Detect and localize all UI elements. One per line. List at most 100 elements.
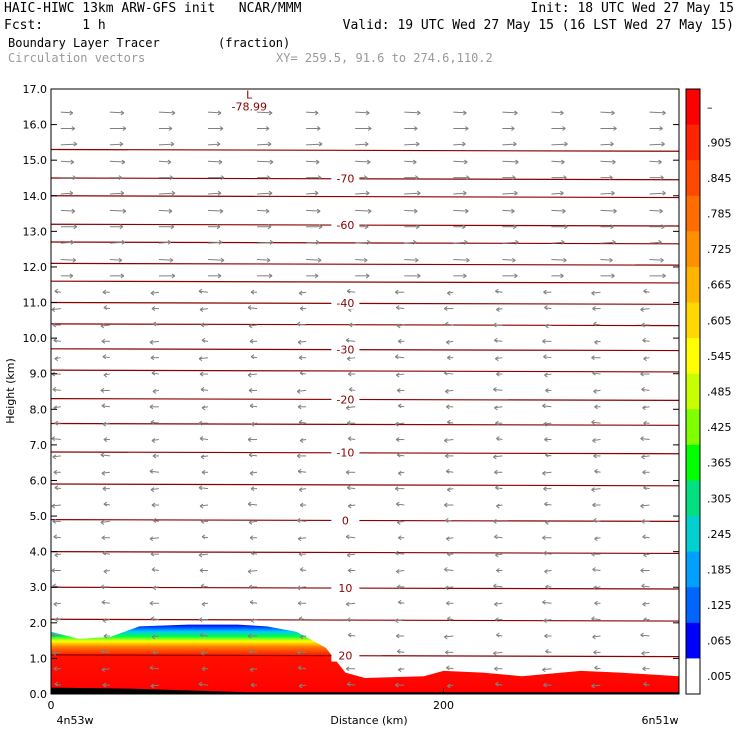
vector-head <box>545 519 549 523</box>
vector-head <box>52 583 57 587</box>
vector-head <box>298 357 303 361</box>
vector-head <box>53 337 58 341</box>
vector-head <box>171 110 176 114</box>
vector-head <box>151 306 156 309</box>
isotherm-label: 0 <box>342 514 349 527</box>
isotherm-line <box>51 518 679 523</box>
vector-shaft <box>51 438 61 441</box>
vector-head <box>594 470 598 474</box>
vector-shaft <box>347 290 356 293</box>
colorbar-tick-label: .905 <box>707 136 732 149</box>
vector-shaft <box>298 537 307 540</box>
vector-head <box>466 259 470 263</box>
vector-head <box>199 570 204 573</box>
vector-arrow <box>355 141 369 147</box>
vector-head <box>594 536 598 540</box>
vector-head <box>560 192 564 196</box>
vector-head <box>250 421 255 425</box>
vector-shaft <box>444 372 454 375</box>
vector-head <box>150 685 155 689</box>
vector-head <box>298 553 303 557</box>
vector-shaft <box>248 373 258 376</box>
vector-arrow <box>592 634 601 640</box>
vector-head <box>51 634 56 638</box>
vector-head <box>248 586 253 590</box>
vector-shaft <box>591 618 601 621</box>
vector-head <box>296 587 301 591</box>
vector-head <box>494 666 498 670</box>
vector-head <box>347 436 352 439</box>
vector-head <box>219 208 224 212</box>
vector-arrow <box>395 633 405 639</box>
vector-head <box>152 585 157 589</box>
vector-shaft <box>493 388 503 391</box>
vector-arrow <box>447 551 454 557</box>
vector-arrow <box>52 387 61 392</box>
vector-arrow <box>394 550 405 556</box>
vector-head <box>216 226 221 230</box>
vector-head <box>346 552 351 556</box>
vector-head <box>447 489 451 493</box>
vector-head <box>346 358 351 362</box>
vector-head <box>269 239 274 243</box>
vector-shaft <box>207 111 222 114</box>
vector-head <box>659 208 663 212</box>
vector-head <box>395 307 400 310</box>
vector-head <box>118 177 123 181</box>
vector-arrow <box>502 141 517 147</box>
vector-shaft <box>542 471 552 474</box>
vector-head <box>563 175 567 179</box>
vector-head <box>249 669 254 673</box>
vector-arrow <box>355 239 371 245</box>
vector-head <box>101 535 106 539</box>
isotherm-label-bg <box>331 218 360 231</box>
vector-head <box>217 275 222 279</box>
vector-shaft <box>306 209 321 212</box>
vector-head <box>591 685 595 689</box>
vector-head <box>515 159 519 163</box>
vector-shaft <box>592 372 601 375</box>
vector-head <box>248 650 253 654</box>
vector-arrow <box>396 584 405 590</box>
vector-head <box>266 175 271 179</box>
vector-head <box>544 503 548 507</box>
isotherm-label-bg <box>331 649 360 662</box>
vector-arrow <box>54 485 61 491</box>
vector-arrow <box>600 175 613 181</box>
vector-arrow <box>109 126 127 131</box>
vector-head <box>269 161 274 165</box>
vector-arrow <box>60 141 78 147</box>
vector-head <box>347 438 352 441</box>
vector-head <box>149 538 154 542</box>
vector-head <box>54 619 59 623</box>
vector-arrow <box>207 141 221 147</box>
vector-head <box>365 110 370 114</box>
vector-head <box>249 340 254 344</box>
vector-head <box>200 322 205 326</box>
vector-arrow <box>394 289 405 295</box>
vector-head <box>150 292 155 296</box>
vector-head <box>397 667 402 671</box>
vector-head <box>101 667 106 671</box>
vector-arrow <box>600 224 614 230</box>
vector-head <box>363 257 368 261</box>
vector-shaft <box>445 389 454 392</box>
vector-head <box>150 357 155 361</box>
vector-shaft <box>52 585 61 588</box>
vector-arrow <box>249 403 258 409</box>
tracer-fill-area <box>51 624 679 694</box>
y-tick-label: 3.0 <box>30 581 48 594</box>
vector-head <box>643 290 647 294</box>
vector-head <box>315 159 320 163</box>
vector-head <box>512 177 516 181</box>
isotherm-label-bg <box>331 343 360 356</box>
vector-head <box>513 224 517 228</box>
vector-arrow <box>102 354 110 360</box>
vector-head <box>610 224 614 228</box>
vector-head <box>495 554 499 558</box>
vector-head <box>545 323 549 327</box>
vector-shaft <box>544 307 552 310</box>
vector-arrow <box>445 585 454 591</box>
vector-head <box>149 404 154 408</box>
vector-head <box>54 554 59 558</box>
